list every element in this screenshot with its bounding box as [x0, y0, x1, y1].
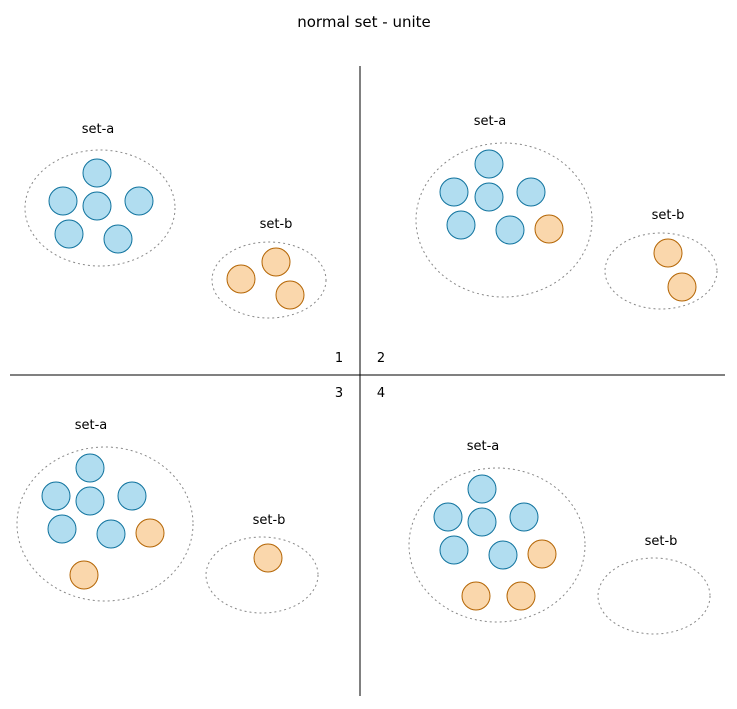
set-a-elements	[48, 158, 154, 254]
orange-element-circle	[534, 214, 564, 244]
orange-element-circle	[506, 581, 536, 611]
set-b-label: set-b	[253, 513, 286, 528]
orange-element-circle	[135, 518, 165, 548]
blue-element-circle	[439, 177, 469, 207]
diagram-title: normal set - unite	[297, 13, 431, 31]
quadrant-2: set-a set-b	[415, 114, 718, 310]
blue-element-circle	[124, 186, 154, 216]
set-a-elements	[433, 474, 557, 611]
set-b-label: set-b	[645, 534, 678, 549]
set-b-elements	[653, 238, 697, 302]
blue-element-circle	[75, 453, 105, 483]
blue-element-circle	[446, 210, 476, 240]
set-a-elements	[41, 453, 165, 590]
orange-element-circle	[461, 581, 491, 611]
quadrant-4-number: 4	[377, 386, 385, 401]
set-b-boundary	[604, 232, 718, 310]
orange-element-circle	[275, 280, 305, 310]
blue-element-circle	[516, 177, 546, 207]
blue-element-circle	[495, 215, 525, 245]
orange-element-circle	[69, 560, 99, 590]
orange-element-circle	[527, 539, 557, 569]
set-b-boundary	[597, 557, 711, 635]
quadrant-1: set-a set-b	[24, 122, 327, 319]
blue-element-circle	[48, 186, 78, 216]
blue-element-circle	[433, 502, 463, 532]
blue-element-circle	[509, 502, 539, 532]
set-b-elements	[226, 247, 305, 310]
blue-element-circle	[82, 191, 112, 221]
blue-element-circle	[474, 149, 504, 179]
set-b-elements	[253, 543, 283, 573]
quadrant-3-number: 3	[335, 386, 343, 401]
set-b-boundary	[205, 536, 319, 614]
blue-element-circle	[467, 507, 497, 537]
set-b-label: set-b	[652, 208, 685, 223]
set-a-boundary	[24, 149, 176, 267]
quadrant-2-number: 2	[377, 351, 385, 366]
set-a-label: set-a	[467, 439, 500, 454]
set-b-label: set-b	[260, 217, 293, 232]
blue-element-circle	[467, 474, 497, 504]
quadrant-3: set-a set-b	[16, 418, 319, 614]
set-a-boundary	[415, 142, 593, 298]
orange-element-circle	[667, 272, 697, 302]
quadrant-4: set-a set-b	[408, 439, 711, 635]
blue-element-circle	[41, 481, 71, 511]
set-a-label: set-a	[82, 122, 115, 137]
set-b-boundary	[211, 241, 327, 319]
orange-element-circle	[261, 247, 291, 277]
blue-element-circle	[474, 182, 504, 212]
blue-element-circle	[47, 514, 77, 544]
set-a-boundary	[408, 467, 586, 623]
set-a-label: set-a	[75, 418, 108, 433]
blue-element-circle	[96, 519, 126, 549]
blue-element-circle	[439, 535, 469, 565]
set-a-label: set-a	[474, 114, 507, 129]
orange-element-circle	[253, 543, 283, 573]
orange-element-circle	[226, 264, 256, 294]
quadrant-1-number: 1	[335, 351, 343, 366]
blue-element-circle	[54, 219, 84, 249]
orange-element-circle	[653, 238, 683, 268]
blue-element-circle	[117, 481, 147, 511]
set-a-elements	[439, 149, 564, 245]
blue-element-circle	[103, 224, 133, 254]
blue-element-circle	[488, 540, 518, 570]
set-a-boundary	[16, 446, 194, 602]
blue-element-circle	[75, 486, 105, 516]
blue-element-circle	[82, 158, 112, 188]
